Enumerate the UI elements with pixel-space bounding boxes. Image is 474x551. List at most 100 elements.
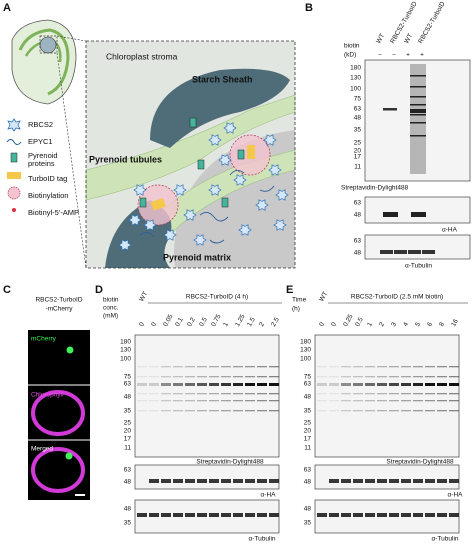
band [209,400,219,402]
band [149,393,159,395]
marker-label: 25 [124,420,132,427]
marker-label: 20 [124,428,132,435]
rbcs2-icon [268,164,282,176]
blot [364,234,471,260]
lane-label: 0 [138,321,146,328]
band [221,513,231,517]
marker-label: 48 [304,506,312,513]
band [269,410,279,412]
legend-entry: RBCS2 [28,119,54,129]
band [341,366,351,368]
band [185,376,195,378]
band [245,513,255,517]
band [137,513,147,517]
marker-label: 63 [354,106,362,113]
lane-label: WT [138,291,149,303]
band [425,410,435,412]
band [341,410,351,412]
legend-icons [6,118,22,212]
band [149,479,159,483]
band [437,479,447,483]
band [449,400,459,402]
band [389,513,399,517]
band [197,383,207,386]
band [185,410,195,412]
band [389,366,399,368]
blot [134,334,280,458]
band [425,513,435,517]
band [185,479,195,483]
band [149,366,159,368]
band [377,393,387,395]
biotin-sign: − [378,52,382,59]
marker-label: 63 [124,467,132,474]
axis-label: conc. [103,305,119,312]
lane-label: 4 [402,321,410,328]
band [365,383,375,386]
band [245,366,255,368]
band [449,479,459,483]
rbcs2-icon [223,122,237,134]
band [449,383,459,386]
band [269,479,279,483]
marker-label: 180 [300,339,311,346]
band [410,96,426,98]
band [257,513,267,517]
band [449,410,459,412]
band [209,410,219,412]
lane-label: 1 [222,321,230,328]
band [353,393,363,395]
marker-label: 48 [124,506,132,513]
marker-label: 75 [354,96,362,103]
blot-label: α-Tubulin [405,263,432,270]
band [233,376,243,378]
band [389,400,399,402]
lane-label: 0.5 [354,316,365,328]
blot-label: Streptavidin-Dylight488 [341,185,409,192]
marker-label: 17 [304,436,312,443]
band [209,376,219,378]
legend-entry: Biotinylation [28,190,69,200]
marker-label: 63 [354,238,362,245]
band [161,393,171,395]
band [233,366,243,368]
band [329,400,339,402]
band [425,383,435,386]
band [353,400,363,402]
band [353,410,363,412]
band [209,393,219,395]
band [173,366,183,368]
marker-label: 48 [124,479,132,486]
band [269,513,279,517]
lane-label: 0 [150,321,158,328]
band [209,366,219,368]
band [233,410,243,412]
marker-label: 100 [350,86,361,93]
band [221,393,231,395]
marker-label: 25 [354,140,362,147]
group-label: RBCS2-TurboID (4 h) [186,294,248,301]
panel-label: D [95,284,103,296]
lane-label: 0.75 [210,313,223,328]
band [341,383,351,386]
band [161,366,171,368]
band [425,479,435,483]
band [149,513,159,517]
band [365,513,375,517]
band [353,366,363,368]
legend: RBCS2 EPYC1 Pyrenoid proteins TurboID ta… [4,116,84,221]
band [245,393,255,395]
band [245,400,255,402]
band [401,393,411,395]
panel-title: RBCS2-TurboID [35,297,82,304]
rbcs2-icon [238,224,252,236]
rbcs2-icon [128,214,142,226]
band [317,513,327,517]
legend-entry: EPYC1 [28,136,53,146]
region-label: Chloroplast stroma [106,51,178,61]
band [149,400,159,402]
zoom-box [85,40,296,269]
band [329,366,339,368]
region-label: Pyrenoid matrix [163,252,231,262]
